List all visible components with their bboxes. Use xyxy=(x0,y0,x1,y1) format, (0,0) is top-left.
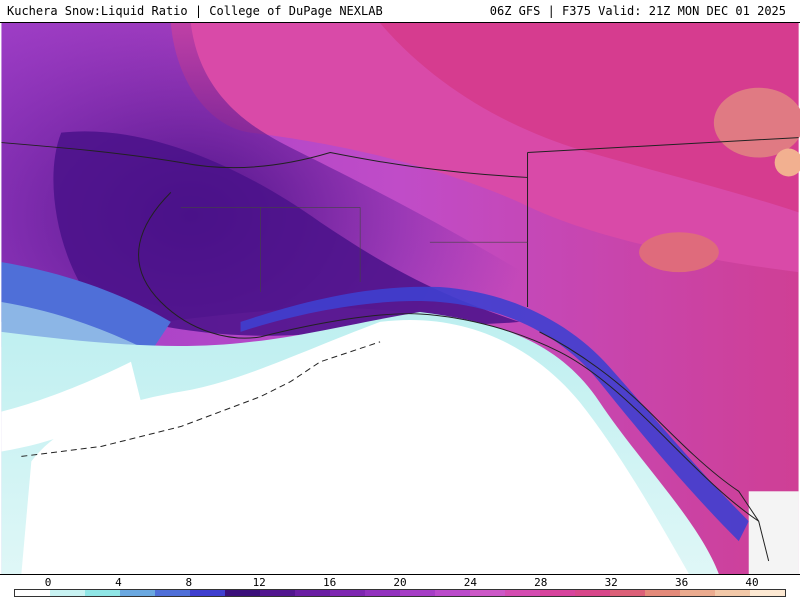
colorbar-segment xyxy=(260,590,295,596)
field-coastal-blue xyxy=(240,286,749,542)
colorbar-segment xyxy=(15,590,50,596)
colorbar-segment xyxy=(715,590,750,596)
colorbar-segment xyxy=(505,590,540,596)
colorbar-tick-label: 0 xyxy=(44,576,52,589)
colorbar-segment xyxy=(470,590,505,596)
colorbar-segment xyxy=(330,590,365,596)
field-salmon-spot-1 xyxy=(713,87,800,158)
colorbar-segment xyxy=(680,590,715,596)
colorbar-tick-label: 8 xyxy=(185,576,193,589)
field-white-ocean xyxy=(21,320,689,574)
field-indigo-interior xyxy=(53,131,520,336)
model-valid-time: 06Z GFS | F375 Valid: 21Z MON DEC 01 202… xyxy=(489,4,786,18)
colorbar-segment xyxy=(225,590,260,596)
field-blue-band xyxy=(1,262,171,352)
aleutian-islands xyxy=(21,341,381,457)
colorbar-segment xyxy=(295,590,330,596)
map-header: Kuchera Snow:Liquid Ratio | College of D… xyxy=(0,0,800,22)
field-salmon-spot-2 xyxy=(639,232,719,273)
colorbar-tick-label: 40 xyxy=(745,576,759,589)
colorbar-tick-label: 28 xyxy=(534,576,548,589)
colorbar-tick-label: 36 xyxy=(674,576,689,589)
field-magenta-northeast xyxy=(380,23,799,213)
colorbar-segment xyxy=(610,590,645,596)
colorbar-segment xyxy=(365,590,400,596)
field-white-ocean-west xyxy=(1,361,141,452)
colorbar-tick-label: 20 xyxy=(393,576,407,589)
snow-ratio-map xyxy=(0,22,800,575)
field-white-southeast xyxy=(748,491,799,574)
colorbar-segment xyxy=(50,590,85,596)
colorbar-segment xyxy=(645,590,680,596)
colorbar-segment xyxy=(750,590,785,596)
colorbar-tick-label: 12 xyxy=(252,576,266,589)
canada-border xyxy=(527,137,799,307)
colorbar-segment xyxy=(120,590,155,596)
colorbar-tick-label: 16 xyxy=(322,576,337,589)
colorbar-segment xyxy=(575,590,610,596)
field-peach-spot xyxy=(774,148,800,177)
internal-region-lines xyxy=(180,207,528,293)
colorbar-segment xyxy=(540,590,575,596)
colorbar-segment xyxy=(435,590,470,596)
colorbar-labels: 0 4 8 12 16 20 24 28 32 36 40 xyxy=(14,576,786,589)
colorbar-tick-label: 32 xyxy=(604,576,618,589)
colorbar-segment xyxy=(155,590,190,596)
colorbar-segment xyxy=(190,590,225,596)
alaska-coastline xyxy=(1,142,759,522)
colorbar-tick-label: 4 xyxy=(115,576,122,589)
product-title: Kuchera Snow:Liquid Ratio | College of D… xyxy=(7,4,383,18)
colorbar xyxy=(14,589,786,597)
colorbar-segment xyxy=(400,590,435,596)
colorbar-segment xyxy=(85,590,120,596)
southeast-panhandle-coast xyxy=(539,331,770,562)
colorbar-tick-label: 24 xyxy=(463,576,478,589)
